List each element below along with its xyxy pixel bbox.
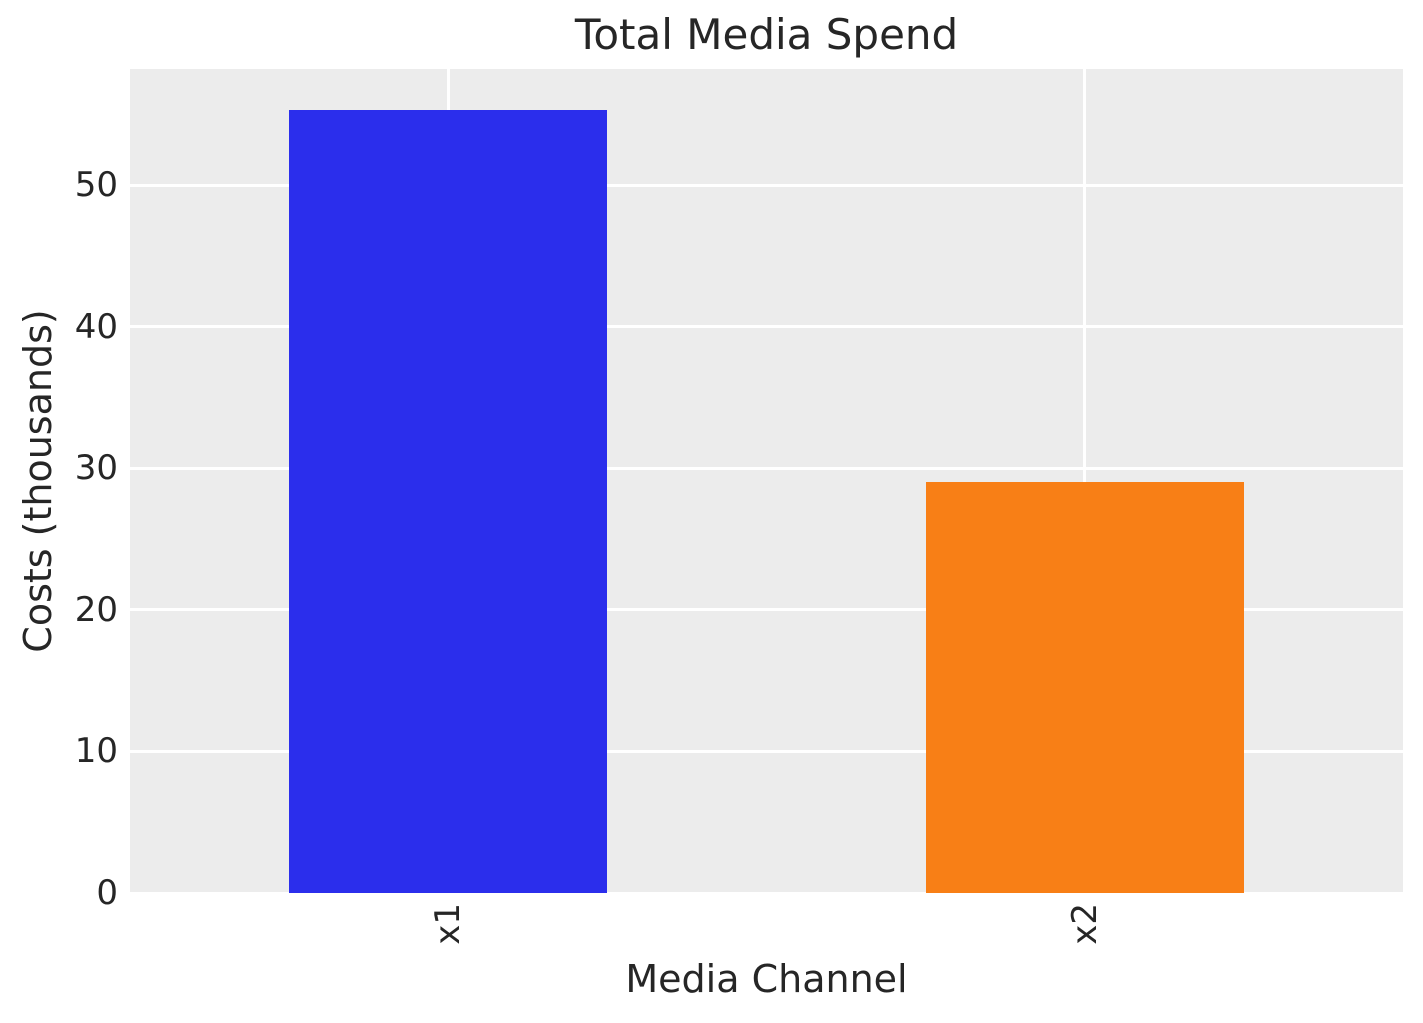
h-gridline [130,466,1403,470]
bar-x2 [925,482,1244,893]
h-gridline [130,749,1403,753]
h-gridline [130,325,1403,329]
h-gridline [130,608,1403,612]
y-tick-label: 0 [96,873,118,913]
x-tick-label: x1 [428,903,469,945]
y-tick-label: 50 [74,165,118,206]
h-gridline [130,183,1403,187]
bar-x1 [289,110,608,893]
x-axis-label: Media Channel [625,957,908,1001]
y-tick-label: 40 [74,306,118,347]
v-gridline [1083,69,1087,893]
y-tick-label: 10 [74,731,118,772]
y-tick-label: 20 [74,589,118,630]
plot-area [130,69,1403,893]
h-gridline [130,891,1403,893]
chart-title: Total Media Spend [574,10,959,59]
y-tick-label: 30 [74,448,118,489]
x-tick-label: x2 [1064,903,1105,945]
